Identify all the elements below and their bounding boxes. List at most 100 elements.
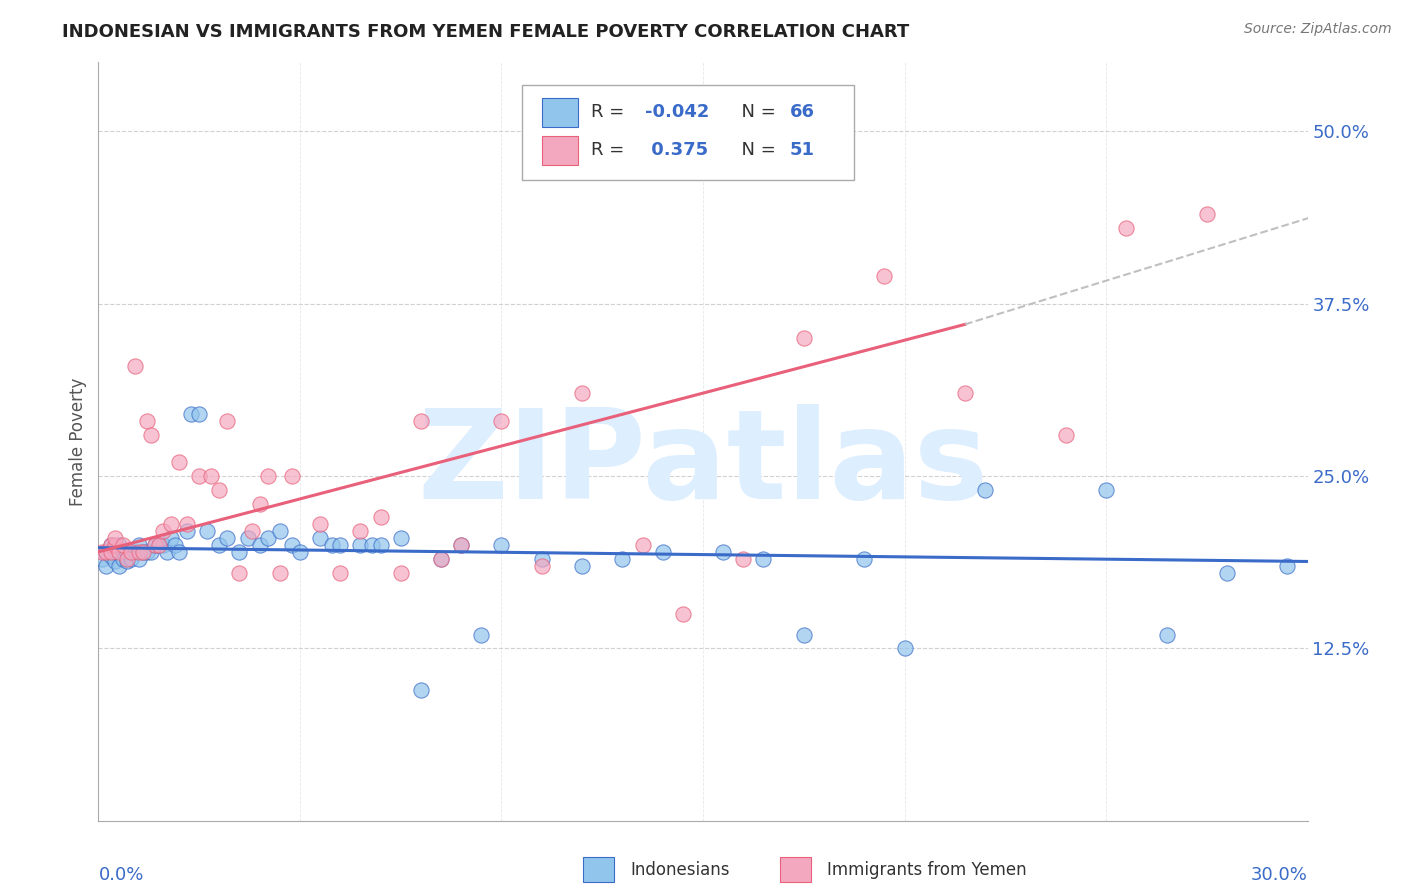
Text: INDONESIAN VS IMMIGRANTS FROM YEMEN FEMALE POVERTY CORRELATION CHART: INDONESIAN VS IMMIGRANTS FROM YEMEN FEMA… [62,23,910,41]
Text: 51: 51 [790,142,815,160]
Point [873,269,896,284]
Point [571,558,593,573]
Point [631,538,654,552]
Point [1195,207,1218,221]
Point [163,538,186,552]
Point [1277,558,1299,573]
Point [321,538,343,552]
Point [430,551,453,566]
Point [256,469,278,483]
Point [256,531,278,545]
Point [107,545,129,559]
Point [269,524,291,538]
Point [124,359,146,373]
Point [370,538,392,552]
Point [1095,483,1118,497]
Point [96,545,118,559]
Point [491,414,513,428]
Point [115,551,138,566]
Point [752,551,775,566]
Point [96,545,118,559]
Point [167,455,190,469]
Point [329,566,352,580]
Point [430,551,453,566]
Point [180,407,202,421]
Point [152,524,174,538]
Point [143,538,166,552]
Point [167,545,190,559]
Point [91,545,114,559]
Point [107,558,129,573]
Point [329,538,352,552]
Point [228,566,250,580]
Text: R =: R = [591,142,630,160]
Point [450,538,472,552]
Point [793,627,815,641]
Point [288,545,311,559]
Text: 66: 66 [790,103,815,121]
Point [111,538,134,552]
Point [793,331,815,345]
Text: 0.375: 0.375 [645,142,709,160]
Point [188,407,211,421]
Point [530,558,553,573]
Point [953,386,976,401]
Point [115,554,138,568]
Point [208,483,231,497]
Point [370,510,392,524]
Text: Indonesians: Indonesians [630,861,730,879]
Point [571,386,593,401]
Point [91,551,114,566]
Point [188,469,211,483]
Point [115,545,138,559]
Text: Immigrants from Yemen: Immigrants from Yemen [827,861,1026,879]
Point [120,551,142,566]
Point [349,524,371,538]
Point [530,551,553,566]
Point [733,551,755,566]
FancyBboxPatch shape [543,136,578,165]
Point [103,554,125,568]
Point [135,545,157,559]
Point [240,524,263,538]
Point [612,551,634,566]
Point [160,531,183,545]
Point [100,545,122,559]
Text: N =: N = [730,142,782,160]
Point [100,538,122,552]
Text: ZIPatlas: ZIPatlas [418,404,988,524]
Point [1216,566,1239,580]
FancyBboxPatch shape [522,85,855,180]
Point [111,545,134,559]
Point [139,545,162,559]
Point [120,545,142,559]
Point [349,538,371,552]
Point [491,538,513,552]
Point [195,524,218,538]
Point [176,517,198,532]
Point [139,427,162,442]
Point [217,531,239,545]
Point [409,414,432,428]
Point [148,538,170,552]
Point [217,414,239,428]
Point [269,566,291,580]
Point [974,483,997,497]
Point [409,682,432,697]
Point [103,545,125,559]
Point [389,566,412,580]
Point [1156,627,1178,641]
Text: Source: ZipAtlas.com: Source: ZipAtlas.com [1244,22,1392,37]
Point [309,517,332,532]
FancyBboxPatch shape [543,98,578,127]
Point [103,531,125,545]
Point [651,545,673,559]
Text: 30.0%: 30.0% [1251,866,1308,884]
Point [228,545,250,559]
Point [128,545,150,559]
Point [361,538,384,552]
Point [152,538,174,552]
Point [124,545,146,559]
Point [200,469,222,483]
Point [1054,427,1077,442]
